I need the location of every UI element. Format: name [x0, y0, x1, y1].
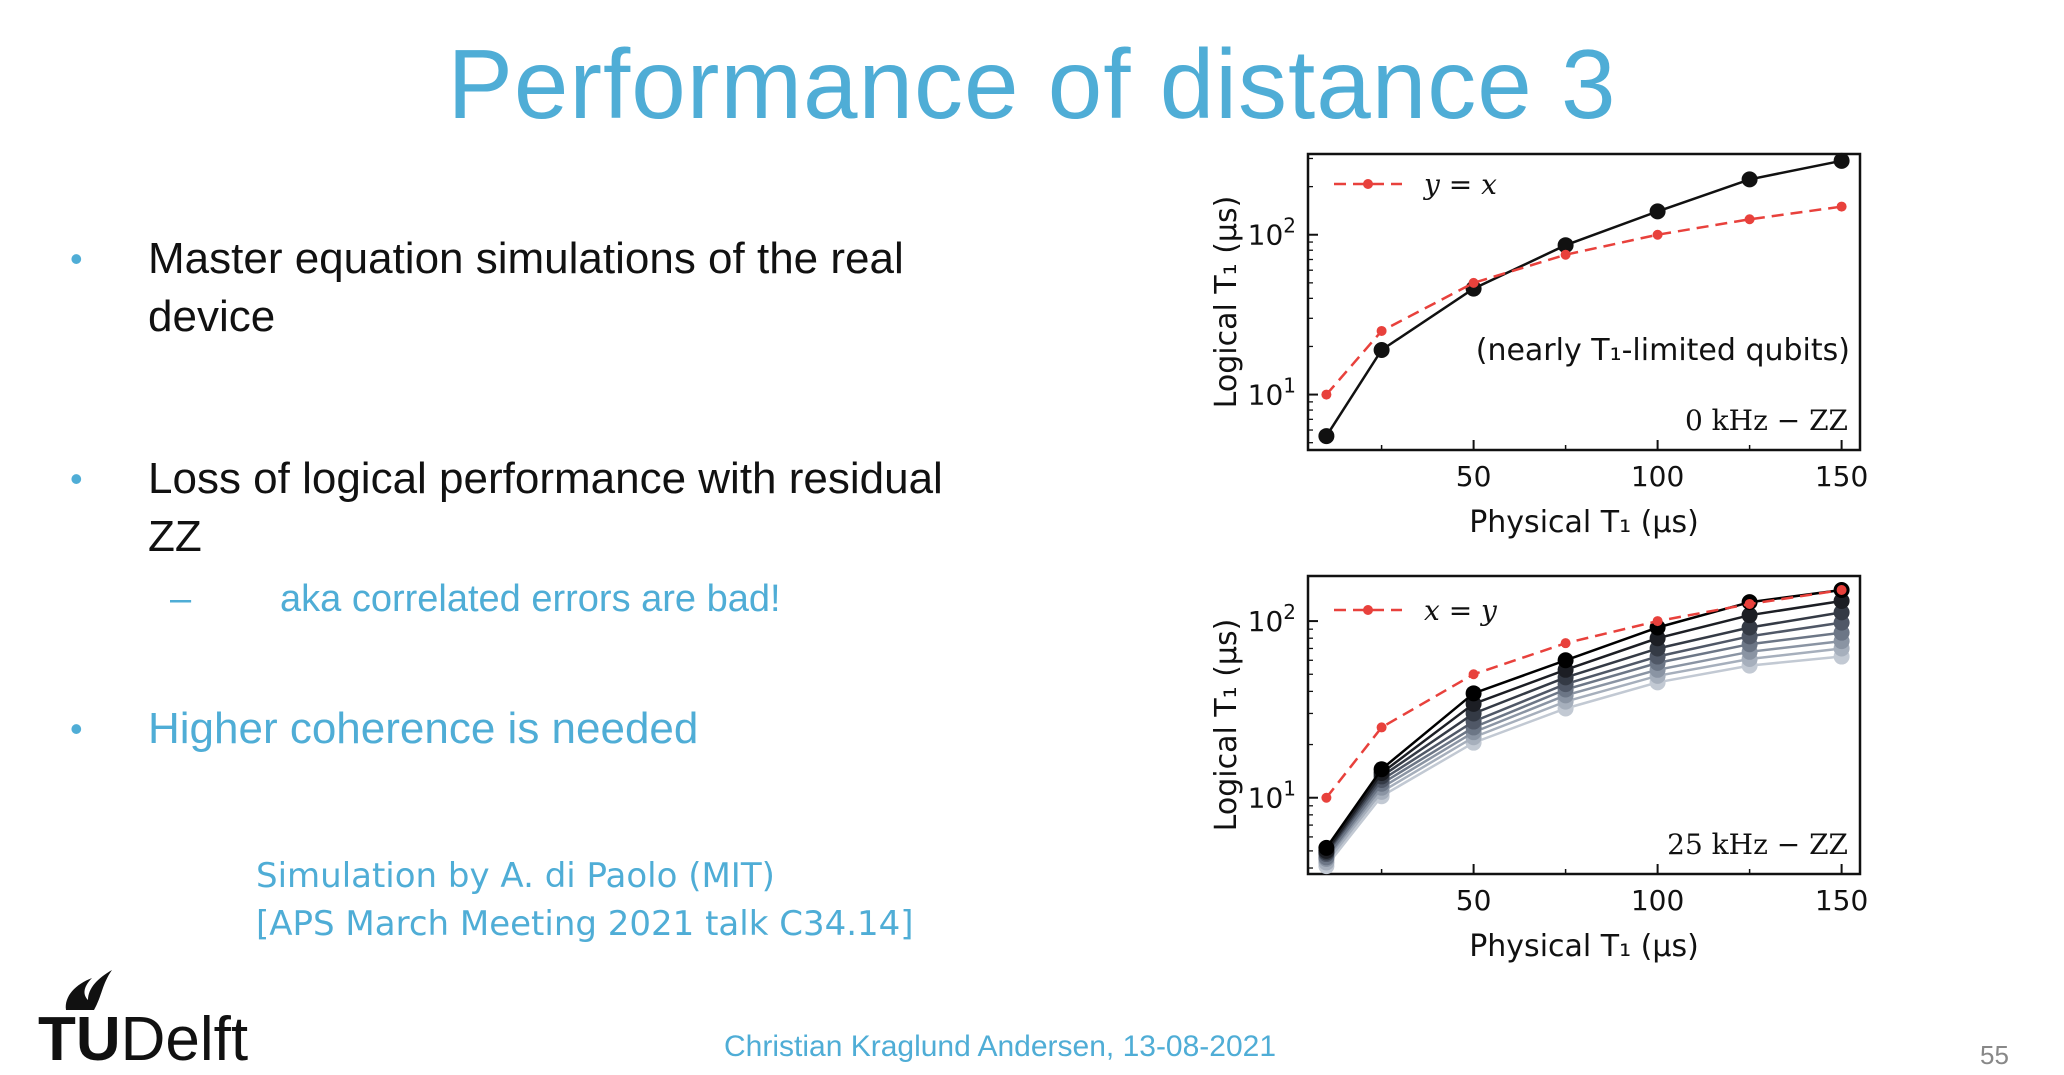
legend-marker — [1363, 179, 1373, 189]
data-point — [1833, 604, 1850, 621]
plot-frame — [1306, 574, 1862, 876]
data-point — [1741, 171, 1758, 188]
page-number: 55 — [1980, 1040, 2009, 1070]
y-tick-exponent: 2 — [1283, 214, 1296, 238]
zz-corner-label: 0 kHz − ZZ — [1685, 404, 1848, 437]
x-tick-label: 100 — [1631, 460, 1684, 493]
series-line — [1325, 588, 1842, 849]
reference-point — [1321, 389, 1332, 400]
chart-2: 50 100 150 101 102 Physical T₁ (μs) Logical T₁… — [1209, 574, 1868, 964]
reference-point — [1744, 598, 1755, 609]
flame-icon — [65, 970, 112, 1010]
series-line — [1325, 611, 1842, 854]
y-tick-label: 102 — [1248, 214, 1296, 252]
reference-point — [1744, 214, 1755, 225]
data-point — [1741, 619, 1758, 636]
legend-marker — [1363, 605, 1373, 615]
legend-label: y = x — [1422, 168, 1497, 201]
tu-delft-logo: TUDelft — [38, 966, 298, 1074]
series-line — [1325, 631, 1842, 859]
reference-point — [1376, 325, 1387, 336]
x-tick-label: 50 — [1456, 460, 1492, 493]
data-point — [1833, 592, 1850, 609]
bullet-dot-icon: • — [70, 708, 83, 749]
reference-point — [1836, 584, 1847, 595]
reference-point — [1376, 722, 1387, 733]
x-tick-label: 100 — [1631, 884, 1684, 917]
reference-point — [1560, 249, 1571, 260]
bullet-dot-icon: • — [70, 458, 83, 499]
dash-icon: – — [170, 578, 192, 620]
y-tick-exponent: 1 — [1283, 777, 1296, 801]
legend-label: x = y — [1424, 594, 1498, 627]
data-point — [1373, 342, 1390, 359]
bullet-dot-icon: • — [70, 238, 83, 279]
logo-delft: Delft — [120, 1005, 249, 1074]
data-point — [1649, 203, 1666, 220]
sub-bullet-text: aka correlated errors are bad! — [280, 578, 781, 620]
y-tick-label: 101 — [1248, 374, 1296, 412]
plot-frame — [1306, 152, 1862, 452]
x-tick-label: 150 — [1815, 460, 1868, 493]
slide-title: Performance of distance 3 — [447, 29, 1617, 139]
data-point — [1741, 607, 1758, 624]
y-axis-label: Logical T₁ (μs) — [1209, 196, 1244, 409]
data-point — [1557, 652, 1574, 669]
x-tick-label: 150 — [1815, 884, 1868, 917]
data-point — [1373, 761, 1390, 778]
plot-annotation: (nearly T₁-limited qubits) — [1476, 333, 1850, 368]
logo-wordmark: TUDelft — [38, 1004, 248, 1075]
reference-point — [1560, 638, 1571, 649]
y-tick-label: 101 — [1248, 777, 1296, 815]
chart-1: 50 100 150 101 102 Physical T₁ (μs) Logical T₁… — [1209, 152, 1868, 540]
logo-tu: TU — [38, 1005, 121, 1074]
reference-point — [1468, 277, 1479, 288]
zz-corner-label: 25 kHz − ZZ — [1667, 828, 1848, 861]
bullet-text: Higher coherence is needed — [148, 704, 699, 753]
x-axis-label: Physical T₁ (μs) — [1469, 929, 1699, 964]
data-point — [1557, 237, 1574, 254]
y-tick-exponent: 2 — [1283, 600, 1296, 624]
footer-author-date: Christian Kraglund Andersen, 13-08-2021 — [724, 1030, 1277, 1063]
series-line — [1325, 159, 1842, 437]
x-axis-label: Physical T₁ (μs) — [1469, 505, 1699, 540]
bullet-text: Loss of logical performance with residua… — [148, 454, 943, 561]
data-point — [1318, 839, 1335, 856]
reference-point — [1652, 616, 1663, 627]
data-point — [1833, 152, 1850, 169]
data-point — [1465, 685, 1482, 702]
reference-point — [1321, 792, 1332, 803]
y-tick-label: 102 — [1248, 600, 1296, 638]
y-tick-exponent: 1 — [1283, 374, 1296, 398]
data-point — [1318, 428, 1335, 445]
reference-point — [1652, 229, 1663, 240]
simulation-credit: Simulation by A. di Paolo (MIT) [APS Mar… — [256, 852, 914, 948]
bullet-text: Master equation simulations of the real … — [148, 234, 904, 341]
reference-point — [1468, 669, 1479, 680]
x-tick-label: 50 — [1456, 884, 1492, 917]
reference-point — [1836, 201, 1847, 212]
y-axis-label: Logical T₁ (μs) — [1209, 619, 1244, 832]
credit-line: [APS March Meeting 2021 talk C34.14] — [256, 904, 914, 944]
credit-line: Simulation by A. di Paolo (MIT) — [256, 856, 775, 896]
